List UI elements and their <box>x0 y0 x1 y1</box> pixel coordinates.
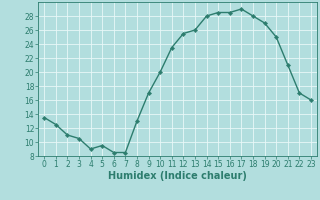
X-axis label: Humidex (Indice chaleur): Humidex (Indice chaleur) <box>108 171 247 181</box>
